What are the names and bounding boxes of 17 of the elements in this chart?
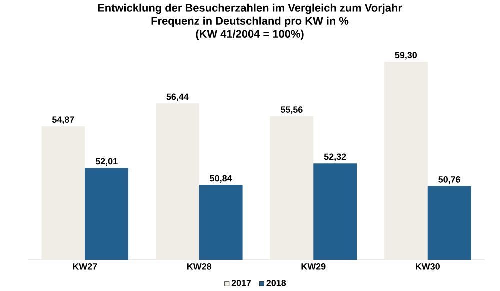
data-label: 56,44 [166, 94, 189, 102]
chart-title: Entwicklung der Besucherzahlen im Vergleich zum Vorjahr [98, 4, 402, 14]
data-label: 54,87 [52, 116, 74, 124]
legend-label: 2017 [232, 280, 252, 286]
data-label: 50,84 [210, 175, 232, 183]
chart-subtitle: Frequenz in Deutschland pro KW in % [152, 16, 349, 28]
data-label: 52,01 [96, 158, 118, 166]
data-label: 50,76 [438, 176, 460, 184]
data-label: 59,30 [395, 52, 418, 60]
x-tick-label: KW30 [416, 264, 440, 270]
data-label: 52,32 [324, 154, 346, 162]
text: (KW 41/2004 = 100%) [196, 30, 304, 40]
x-tick-label: KW29 [302, 264, 326, 270]
legend-label: 2018 [266, 280, 286, 286]
x-tick-label: KW27 [73, 264, 98, 270]
x-tick-label: KW28 [188, 264, 212, 270]
data-label: 55,56 [280, 106, 303, 114]
